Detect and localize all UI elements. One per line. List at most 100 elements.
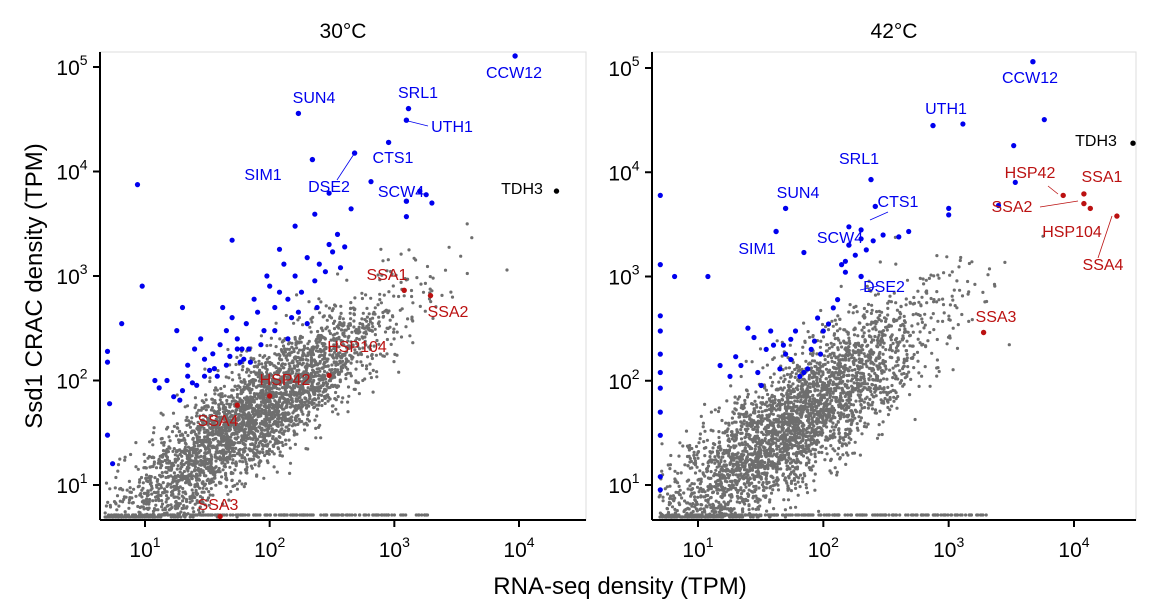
background-point bbox=[155, 485, 159, 489]
background-point bbox=[393, 352, 397, 356]
background-point bbox=[237, 429, 241, 433]
background-point bbox=[233, 384, 237, 388]
background-point bbox=[346, 410, 350, 414]
background-point bbox=[238, 397, 242, 401]
background-point bbox=[256, 415, 260, 419]
background-point bbox=[240, 368, 244, 372]
background-point bbox=[349, 361, 353, 365]
background-point bbox=[254, 385, 259, 389]
background-point bbox=[270, 402, 274, 406]
background-point bbox=[287, 347, 291, 351]
background-point bbox=[287, 438, 291, 442]
background-point bbox=[197, 431, 201, 435]
background-point bbox=[371, 325, 375, 329]
background-point bbox=[151, 499, 155, 503]
background-point bbox=[799, 461, 803, 465]
background-point bbox=[237, 412, 241, 417]
background-point bbox=[310, 400, 314, 404]
background-point bbox=[146, 501, 150, 505]
bound-point bbox=[198, 336, 204, 342]
background-point bbox=[704, 446, 708, 450]
background-point bbox=[333, 332, 337, 336]
background-point bbox=[200, 481, 204, 485]
background-point bbox=[905, 339, 909, 343]
background-point bbox=[252, 399, 256, 403]
background-point bbox=[183, 448, 188, 452]
background-point bbox=[345, 346, 349, 350]
bound-point bbox=[239, 346, 245, 352]
background-point bbox=[176, 479, 180, 484]
background-point bbox=[346, 371, 350, 375]
background-point bbox=[216, 470, 221, 474]
bound-point bbox=[243, 321, 249, 327]
background-point bbox=[283, 347, 287, 351]
background-point bbox=[443, 268, 448, 272]
background-point bbox=[234, 461, 238, 466]
bound-point bbox=[234, 346, 240, 352]
background-point bbox=[280, 403, 284, 408]
background-point bbox=[324, 388, 328, 392]
background-point bbox=[211, 401, 215, 405]
background-point bbox=[796, 493, 800, 497]
background-point bbox=[225, 398, 229, 403]
background-point bbox=[236, 435, 240, 439]
bound-point bbox=[312, 211, 318, 217]
background-point bbox=[222, 452, 226, 456]
background-point bbox=[709, 470, 713, 474]
background-point bbox=[385, 337, 389, 342]
leader-line bbox=[336, 153, 355, 181]
background-point bbox=[231, 446, 235, 451]
background-point bbox=[935, 374, 939, 378]
background-point bbox=[123, 510, 127, 514]
background-point bbox=[194, 440, 199, 445]
background-point bbox=[851, 311, 855, 315]
background-point bbox=[332, 356, 336, 360]
background-point bbox=[295, 293, 299, 297]
background-point bbox=[285, 393, 289, 397]
background-point bbox=[322, 356, 326, 360]
background-point bbox=[311, 368, 315, 372]
background-point bbox=[367, 312, 371, 316]
background-point bbox=[241, 441, 245, 446]
background-point bbox=[160, 499, 164, 503]
background-point bbox=[308, 325, 312, 329]
background-point bbox=[255, 454, 259, 458]
background-point bbox=[159, 475, 163, 479]
background-point bbox=[252, 381, 256, 385]
background-point bbox=[257, 359, 261, 363]
background-point bbox=[920, 295, 924, 299]
background-point bbox=[423, 281, 427, 285]
background-point bbox=[325, 357, 329, 361]
background-point bbox=[230, 449, 234, 453]
background-point bbox=[316, 344, 320, 348]
background-point bbox=[290, 415, 294, 419]
background-point bbox=[894, 262, 898, 266]
background-point bbox=[184, 461, 188, 465]
background-point bbox=[273, 371, 277, 375]
background-point bbox=[268, 440, 272, 444]
bound-point bbox=[247, 359, 253, 365]
background-point bbox=[904, 303, 908, 307]
gene-label-ssa2: SSA2 bbox=[428, 304, 469, 321]
background-point bbox=[336, 395, 340, 399]
background-point bbox=[937, 298, 941, 302]
background-point bbox=[280, 440, 284, 445]
background-point bbox=[208, 493, 212, 497]
background-point bbox=[238, 452, 242, 456]
background-point bbox=[293, 355, 298, 359]
background-point bbox=[223, 436, 227, 440]
background-point bbox=[215, 419, 220, 423]
background-point bbox=[123, 455, 127, 459]
background-point bbox=[328, 346, 332, 350]
background-point bbox=[240, 428, 244, 432]
background-point bbox=[349, 306, 353, 310]
background-point bbox=[701, 471, 705, 475]
background-point bbox=[305, 362, 309, 366]
background-point bbox=[470, 236, 474, 240]
background-point bbox=[680, 496, 684, 500]
background-point bbox=[259, 373, 263, 377]
background-point bbox=[449, 290, 453, 294]
background-point bbox=[198, 414, 202, 418]
background-point bbox=[783, 478, 787, 482]
